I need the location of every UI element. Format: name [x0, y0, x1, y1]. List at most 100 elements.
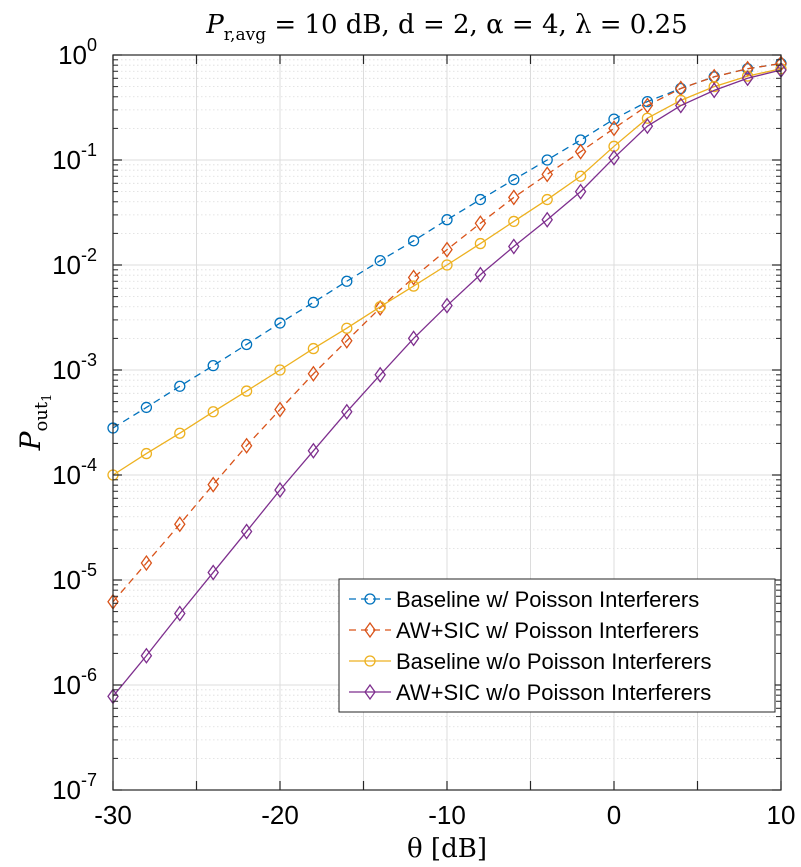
legend-marker — [364, 621, 376, 639]
legend-marker — [364, 593, 376, 605]
series-line — [112, 69, 782, 697]
data-point — [341, 403, 353, 420]
x-tick-label: 10 — [767, 800, 796, 830]
legend-entry: Baseline w/ Poisson Interferers — [349, 587, 699, 612]
data-point — [307, 365, 320, 382]
legend-label: Baseline w/ Poisson Interferers — [396, 587, 699, 612]
legend: Baseline w/ Poisson Interferers AW+SIC w/… — [338, 578, 776, 713]
series-4 — [107, 61, 787, 705]
data-point — [140, 554, 153, 572]
series-1 — [107, 57, 787, 434]
data-point — [641, 97, 654, 114]
data-point — [508, 189, 520, 206]
data-point — [407, 330, 420, 347]
data-point — [574, 170, 587, 182]
y-tick-labels: 10-7 10-6 10-5 10-4 10-3 10-2 10-1 100 — [52, 35, 97, 805]
data-point — [608, 149, 620, 166]
data-point — [207, 406, 219, 418]
data-point — [140, 447, 153, 460]
data-point — [174, 427, 186, 439]
legend-label: Baseline w/o Poisson Interferers — [396, 649, 712, 674]
series-layer — [107, 55, 787, 705]
legend-entry: AW+SIC w/ Poisson Interferers — [349, 618, 699, 643]
data-point — [474, 237, 487, 250]
x-tick-label: -20 — [261, 800, 299, 830]
data-point — [541, 193, 553, 206]
data-point — [240, 338, 253, 351]
data-point — [341, 275, 353, 287]
data-point — [608, 113, 620, 125]
data-point — [641, 112, 654, 124]
data-point — [441, 259, 453, 271]
data-point — [374, 299, 386, 317]
data-point — [207, 360, 219, 372]
data-point — [341, 322, 353, 334]
data-point — [508, 215, 520, 228]
y-tick-label: 10-7 — [52, 770, 97, 805]
x-tick-label: -30 — [94, 800, 132, 830]
data-point — [140, 647, 153, 664]
data-point — [274, 481, 286, 499]
data-point — [407, 280, 420, 292]
legend-label: AW+SIC w/ Poisson Interferers — [396, 618, 699, 643]
series-line — [112, 62, 782, 603]
data-point — [374, 366, 386, 383]
y-tick-label: 10-2 — [52, 245, 97, 280]
data-point — [407, 235, 420, 247]
data-point — [307, 442, 320, 459]
series-2 — [107, 55, 787, 610]
data-point — [541, 211, 553, 228]
data-point — [708, 82, 720, 99]
data-point — [274, 364, 286, 376]
data-point — [174, 605, 186, 622]
series-line — [112, 68, 782, 476]
legend-entry: Baseline w/o Poisson Interferers — [349, 649, 712, 674]
title-rest: = 10 dB, d = 2, α = 4, λ = 0.25 — [266, 10, 688, 40]
data-point — [374, 255, 386, 267]
data-point — [174, 380, 186, 392]
legend-label: AW+SIC w/o Poisson Interferers — [396, 680, 711, 705]
chart-title: Pr,avg = 10 dB, d = 2, α = 4, λ = 0.25 — [205, 10, 687, 45]
y-tick-label: 10-5 — [52, 560, 97, 595]
data-point — [240, 385, 253, 397]
data-point — [274, 401, 286, 418]
legend-marker — [364, 655, 376, 667]
data-point — [474, 193, 487, 206]
data-point — [207, 564, 219, 581]
data-point — [407, 269, 420, 286]
data-point — [307, 296, 320, 309]
y-tick-label: 10-4 — [52, 455, 97, 490]
data-point — [240, 523, 253, 540]
data-point — [541, 154, 553, 166]
legend-marker — [364, 683, 376, 701]
data-point — [574, 183, 587, 200]
data-point — [508, 238, 520, 255]
y-axis-label: Pout1 — [14, 394, 55, 452]
data-point — [741, 70, 754, 87]
y-label-subsub: 1 — [40, 394, 55, 402]
data-point — [174, 516, 186, 533]
data-point — [641, 95, 654, 108]
data-point — [341, 332, 353, 349]
data-point — [541, 166, 553, 183]
legend-entry: AW+SIC w/o Poisson Interferers — [349, 680, 711, 705]
data-point — [474, 215, 487, 232]
data-point — [441, 214, 453, 226]
y-tick-label: 10-3 — [52, 350, 97, 385]
data-point — [474, 266, 487, 283]
x-tick-label: -10 — [428, 800, 466, 830]
data-point — [307, 342, 320, 355]
data-point — [240, 437, 253, 454]
data-point — [675, 97, 687, 114]
x-tick-label: 0 — [607, 800, 621, 830]
tick-marks — [112, 54, 782, 791]
legend-box — [338, 578, 776, 713]
title-p-subscript: r,avg — [224, 25, 266, 45]
data-point — [608, 120, 620, 137]
y-tick-label: 10-6 — [52, 665, 97, 700]
data-point — [641, 118, 654, 135]
data-point — [708, 80, 720, 93]
data-point — [207, 476, 219, 493]
y-label-p: P — [14, 430, 47, 451]
